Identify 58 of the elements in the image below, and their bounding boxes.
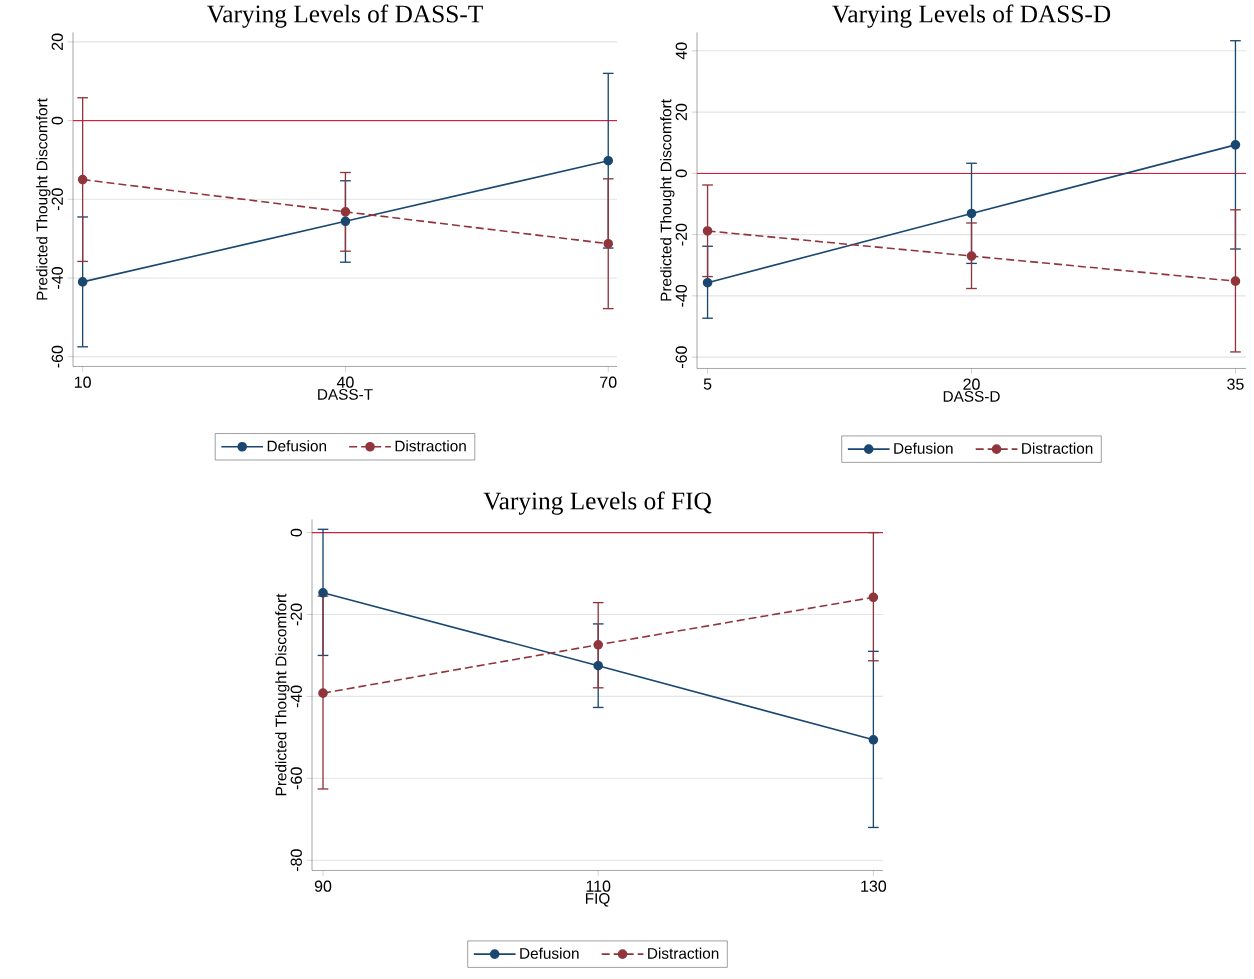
legend-label: Defusion (267, 439, 327, 452)
y-axis-title: Predicted Thought Discomfort (275, 593, 290, 795)
point (77, 174, 88, 185)
y-tick-label: 20 (51, 33, 63, 50)
x-tick-label: 130 (861, 880, 887, 892)
y-tick-label: -80 (290, 849, 302, 871)
x-tick-label: 35 (1227, 378, 1244, 390)
point (1230, 139, 1241, 150)
legend-label: Distraction (648, 947, 719, 959)
y-tick-label: -60 (51, 345, 63, 368)
x-axis-title: DASS-T (318, 388, 373, 400)
y-tick-label: -60 (675, 345, 687, 368)
y-tick-label: -20 (51, 188, 63, 210)
point (593, 639, 603, 650)
point (966, 251, 977, 261)
y-tick-label: -40 (51, 266, 63, 289)
point (966, 208, 977, 219)
x-tick-label: 110 (586, 880, 611, 892)
point (1230, 276, 1241, 286)
point (318, 587, 328, 598)
legend-label: Distraction (1022, 442, 1093, 454)
legend-label: Defusion (894, 442, 953, 454)
point (702, 225, 713, 236)
x-tick-label: 20 (963, 378, 980, 390)
point (318, 688, 328, 698)
point (702, 277, 713, 288)
x-tick-label: 5 (703, 378, 712, 390)
x-tick-label: 90 (314, 880, 332, 892)
y-tick-label: 40 (675, 42, 687, 60)
y-axis-title: Predicted Thought Discomfort (36, 97, 51, 300)
y-tick-label: 0 (51, 116, 63, 125)
y-tick-label: -20 (290, 603, 302, 626)
y-tick-label: -40 (290, 685, 302, 708)
point (603, 155, 614, 166)
chart-title: Varying Levels of DASS-T (207, 4, 483, 28)
chart-title: Varying Levels of FIQ (483, 491, 712, 515)
point (340, 216, 351, 226)
x-tick-label: 40 (336, 376, 354, 388)
x-axis-title: DASS-D (943, 390, 1000, 402)
point (868, 734, 879, 745)
y-tick-label: 20 (675, 103, 687, 120)
x-axis-title: FIQ (585, 892, 610, 907)
point (593, 660, 603, 671)
point (868, 592, 879, 602)
y-axis-title: Predicted Thought Discomfort (660, 98, 675, 301)
x-tick-label: 70 (600, 376, 617, 388)
y-tick-label: -20 (675, 223, 687, 246)
point (340, 206, 351, 217)
y-tick-label: -40 (675, 284, 687, 307)
x-tick-label: 10 (74, 376, 91, 388)
y-tick-label: 0 (290, 528, 302, 537)
point (603, 238, 614, 249)
point (77, 276, 88, 287)
chart-title: Varying Levels of DASS-D (832, 4, 1111, 28)
legend-label: Distraction (395, 439, 466, 452)
y-tick-label: -60 (290, 767, 302, 789)
y-tick-label: 0 (675, 169, 687, 177)
legend-label: Defusion (520, 947, 579, 959)
